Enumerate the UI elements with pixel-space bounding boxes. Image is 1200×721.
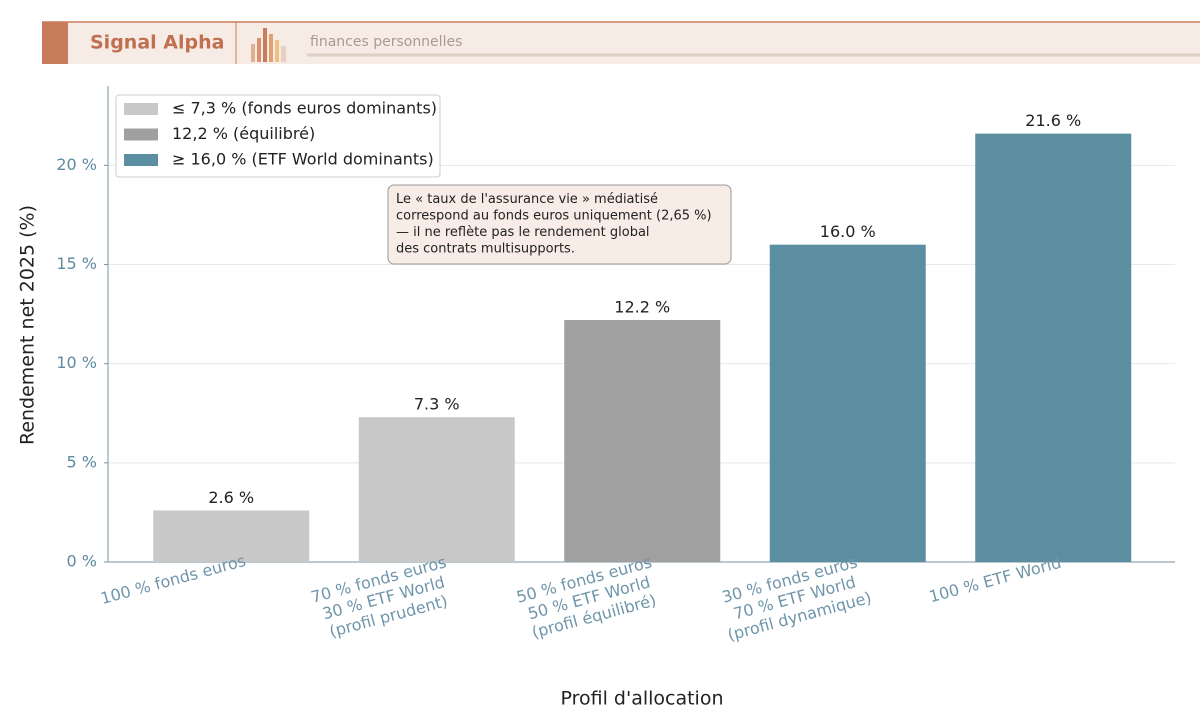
bar <box>564 320 721 562</box>
bar <box>975 133 1132 562</box>
header-accent <box>42 22 68 64</box>
y-tick-label: 0 % <box>67 552 97 571</box>
x-tick-group: 30 % fonds euros70 % ETF World(profil dy… <box>716 551 874 644</box>
x-axis-label: Profil d'allocation <box>560 688 723 710</box>
x-tick-group: 70 % fonds euros30 % ETF World(profil pr… <box>309 552 458 643</box>
annotation-box <box>387 184 732 265</box>
legend-swatch <box>124 128 158 141</box>
legend-label: ≥ 16,0 % (ETF World dominants) <box>172 150 434 169</box>
x-tick-label: 30 % fonds euros70 % ETF World(profil dy… <box>716 551 874 644</box>
bar <box>358 417 515 562</box>
y-tick-label: 10 % <box>56 353 97 372</box>
legend-swatch <box>124 103 158 115</box>
bar <box>769 244 926 562</box>
logo-icon <box>251 28 286 62</box>
x-tick-group: 50 % fonds euros50 % ETF World(profil éq… <box>514 552 663 643</box>
value-label: 12.2 % <box>614 298 670 317</box>
value-label: 16.0 % <box>820 222 876 241</box>
value-label: 21.6 % <box>1025 111 1081 130</box>
x-tick-label: 70 % fonds euros30 % ETF World(profil pr… <box>309 552 458 643</box>
tagline: finances personnelles <box>310 34 462 50</box>
y-tick-label: 20 % <box>56 155 97 174</box>
legend-label: 12,2 % (équilibré) <box>172 124 315 143</box>
annotation: Le « taux de l'assurance vie » médiatisé… <box>396 192 712 257</box>
value-label: 2.6 % <box>208 488 254 507</box>
y-tick-label: 15 % <box>56 254 97 273</box>
legend-box <box>115 94 441 178</box>
y-tick-label: 5 % <box>67 452 97 471</box>
bar <box>153 510 310 562</box>
y-axis-label: Rendement net 2025 (%) <box>17 205 39 445</box>
legend-label: ≤ 7,3 % (fonds euros dominants) <box>172 99 437 118</box>
legend-swatch <box>124 154 158 166</box>
header-band <box>42 22 1200 64</box>
brand: Signal Alpha <box>90 32 224 54</box>
x-tick-label: 50 % fonds euros50 % ETF World(profil éq… <box>514 552 663 643</box>
value-label: 7.3 % <box>414 395 460 414</box>
